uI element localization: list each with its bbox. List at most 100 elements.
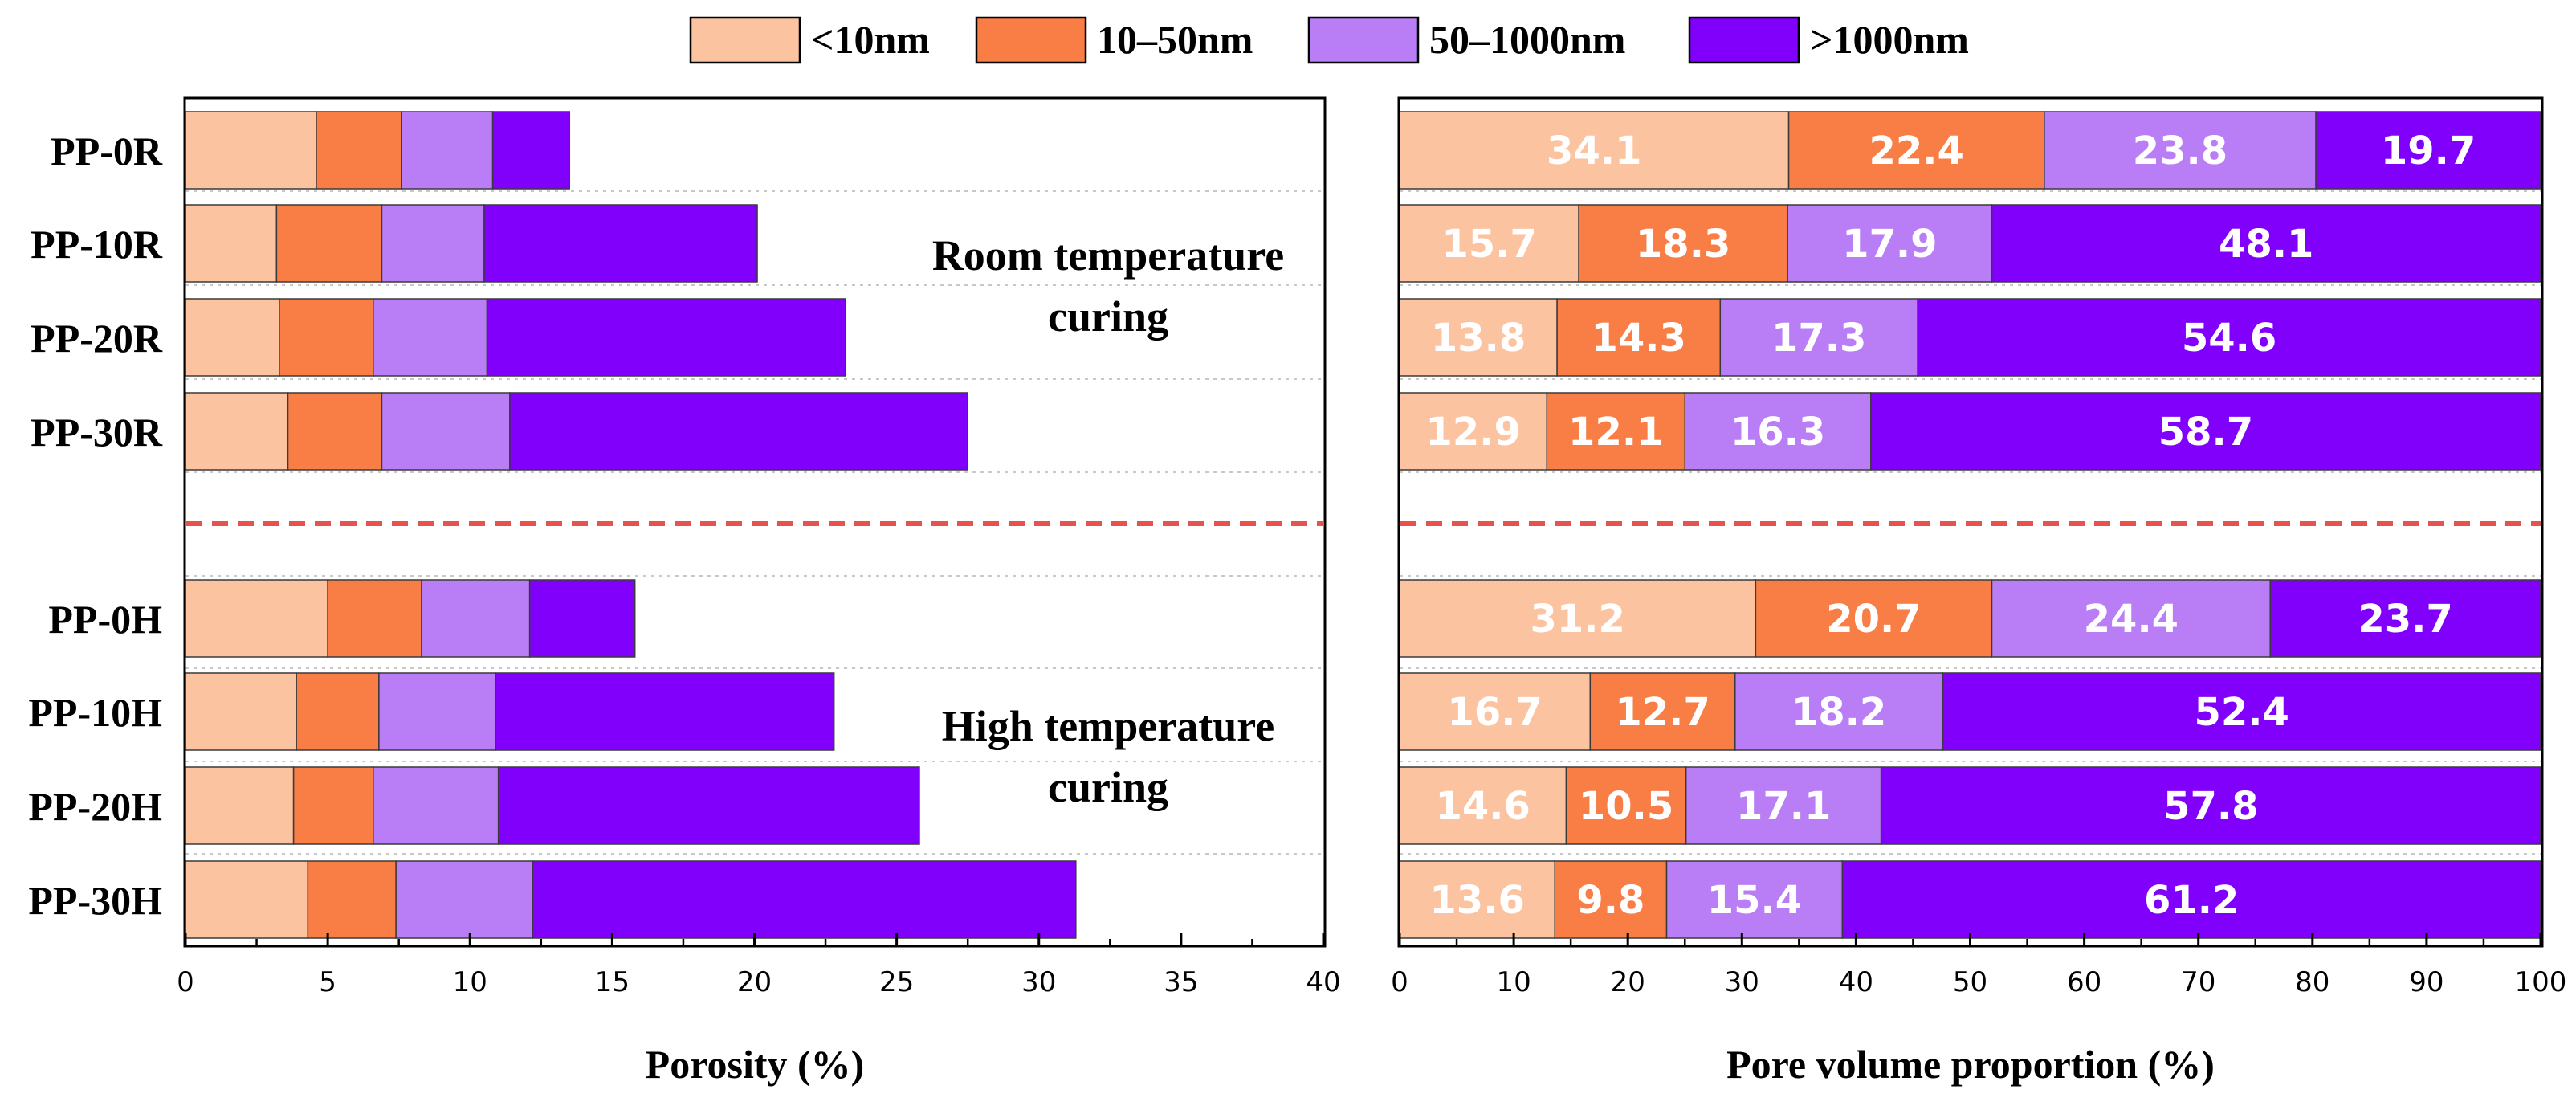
- pore-volume-bar-pp-20r-1: [1399, 298, 1558, 377]
- pore-volume-data-label: 20.7: [1826, 597, 1921, 642]
- category-label-pp-30h: PP-30H: [28, 878, 162, 923]
- category-label-pp-0r: PP-0R: [51, 129, 163, 173]
- porosity-bar-pp-20h-3: [373, 766, 499, 845]
- pore-volume-bar-pp-30h-1: [1399, 860, 1556, 939]
- porosity-bar-pp-30h-4: [532, 860, 1077, 939]
- pore-volume-tick-label: 100: [2515, 966, 2567, 998]
- pore-volume-bar-pp-30h-3: [1665, 860, 1844, 939]
- room-curing-annotation-line2: curing: [1048, 292, 1168, 341]
- porosity-bar-pp-20r-3: [373, 298, 488, 377]
- pore-volume-bar-pp-10h-2: [1589, 672, 1736, 751]
- category-label-pp-10r: PP-10R: [31, 222, 163, 267]
- porosity-tick-label: 10: [453, 966, 487, 998]
- pore-volume-data-label: 9.8: [1576, 878, 1645, 923]
- pore-volume-tick-label: 20: [1611, 966, 1645, 998]
- porosity-bar-pp-10h-3: [378, 672, 496, 751]
- category-label-pp-20h: PP-20H: [28, 784, 162, 829]
- pore-volume-bar-pp-0h-4: [2269, 579, 2541, 658]
- pore-volume-data-label: 48.1: [2219, 222, 2313, 267]
- porosity-bar-pp-20h-1: [185, 766, 295, 845]
- porosity-bar-pp-10h-2: [296, 672, 380, 751]
- legend: <10nm 10–50nm 50–1000nm >1000nm: [689, 16, 1969, 64]
- high-curing-annotation-line1: High temperature: [942, 702, 1274, 750]
- category-label-pp-20r: PP-20R: [31, 316, 163, 361]
- pore-volume-bar-pp-30h-4: [1841, 860, 2541, 939]
- porosity-axis-title: Porosity (%): [646, 1042, 865, 1087]
- pore-volume-bar-pp-20r-4: [1917, 298, 2541, 377]
- pore-volume-tick-label: 70: [2181, 966, 2215, 998]
- porosity-bar-pp-30h-1: [185, 860, 309, 939]
- porosity-bar-pp-0r-3: [401, 111, 494, 190]
- pore-volume-data-label: 12.1: [1568, 410, 1663, 455]
- porosity-tick-label: 20: [737, 966, 772, 998]
- pore-volume-data-label: 17.3: [1771, 316, 1866, 361]
- pore-volume-bar-pp-10r-2: [1578, 204, 1788, 283]
- pore-volume-data-label: 31.2: [1530, 597, 1624, 642]
- pore-volume-bar-pp-30h-2: [1554, 860, 1668, 939]
- pore-volume-data-label: 14.3: [1591, 316, 1685, 361]
- porosity-bar-pp-20r-4: [486, 298, 846, 377]
- pore-volume-bar-pp-0r-2: [1787, 111, 2045, 190]
- porosity-panel: 0 5 10 15 20 25 30 35 40 Porosity (%) Room tempe…: [177, 96, 1341, 1087]
- porosity-tick-label: 0: [177, 966, 194, 998]
- porosity-tick-label: 35: [1164, 966, 1198, 998]
- porosity-bar-pp-30h-2: [307, 860, 397, 939]
- pore-volume-bar-pp-10h-4: [1942, 672, 2541, 751]
- porosity-bar-pp-20h-2: [292, 766, 374, 845]
- legend-swatch-2: [975, 16, 1087, 64]
- porosity-bar-pp-30h-3: [395, 860, 533, 939]
- porosity-bar-pp-0h-4: [528, 579, 636, 658]
- pore-volume-bar-pp-0h-2: [1755, 579, 1993, 658]
- pore-volume-data-label: 13.8: [1431, 316, 1526, 361]
- porosity-tick-label: 15: [595, 966, 630, 998]
- pore-volume-data-label: 23.7: [2358, 597, 2452, 642]
- pore-volume-data-label: 23.8: [2133, 129, 2228, 173]
- pore-volume-data-label: 52.4: [2194, 690, 2289, 735]
- porosity-bar-pp-10r-3: [381, 204, 485, 283]
- porosity-bar-pp-30r-1: [185, 392, 289, 471]
- category-label-pp-30r: PP-30R: [31, 410, 163, 455]
- porosity-bar-pp-10r-1: [185, 204, 278, 283]
- pore-volume-data-label: 12.7: [1615, 690, 1710, 735]
- porosity-bar-pp-0r-1: [185, 111, 317, 190]
- porosity-bar-pp-30r-4: [509, 392, 968, 471]
- legend-label-2: 10–50nm: [1097, 17, 1253, 62]
- porosity-bar-pp-10h-1: [185, 672, 297, 751]
- legend-swatch-1: [689, 16, 801, 64]
- pore-volume-axis-title: Pore volume proportion (%): [1726, 1042, 2215, 1087]
- pore-volume-data-label: 24.4: [2084, 597, 2179, 642]
- pore-volume-data-label: 18.2: [1791, 690, 1886, 735]
- legend-label-4: >1000nm: [1810, 17, 1969, 62]
- pore-volume-bar-pp-10r-4: [1991, 204, 2541, 283]
- pore-volume-data-label: 15.4: [1707, 878, 1802, 923]
- pore-volume-tick-label: 80: [2295, 966, 2329, 998]
- porosity-bar-pp-30r-3: [381, 392, 511, 471]
- pore-volume-data-label: 10.5: [1579, 784, 1673, 829]
- porosity-tick-label: 40: [1306, 966, 1340, 998]
- pore-volume-data-label: 18.3: [1636, 222, 1730, 267]
- pore-volume-data-label: 14.6: [1436, 784, 1531, 829]
- legend-swatch-4: [1688, 16, 1800, 64]
- pore-volume-bar-pp-20h-2: [1565, 766, 1687, 845]
- pore-volume-tick-label: 0: [1391, 966, 1408, 998]
- porosity-bar-pp-0r-4: [491, 111, 570, 190]
- legend-swatch-3: [1307, 16, 1420, 64]
- pore-volume-data-label: 17.9: [1842, 222, 1937, 267]
- pore-volume-data-label: 16.3: [1730, 410, 1825, 455]
- room-curing-annotation-line1: Room temperature: [932, 231, 1284, 280]
- pore-volume-bar-pp-30r-3: [1684, 392, 1872, 471]
- porosity-bar-pp-0h-2: [327, 579, 422, 658]
- pore-volume-bar-pp-20r-3: [1719, 298, 1918, 377]
- pore-volume-bar-pp-0h-1: [1399, 579, 1757, 658]
- category-label-pp-10h: PP-10H: [28, 690, 162, 735]
- porosity-bar-pp-20h-4: [497, 766, 920, 845]
- pore-volume-tick-label: 90: [2409, 966, 2444, 998]
- pore-volume-bar-pp-0r-4: [2315, 111, 2541, 190]
- pore-volume-bar-pp-0h-3: [1991, 579, 2271, 658]
- pore-volume-data-label: 13.6: [1429, 878, 1524, 923]
- pore-volume-data-label: 54.6: [2182, 316, 2276, 361]
- pore-volume-bar-pp-10h-1: [1399, 672, 1592, 751]
- high-curing-annotation-line2: curing: [1048, 763, 1168, 811]
- pore-volume-data-label: 15.7: [1441, 222, 1536, 267]
